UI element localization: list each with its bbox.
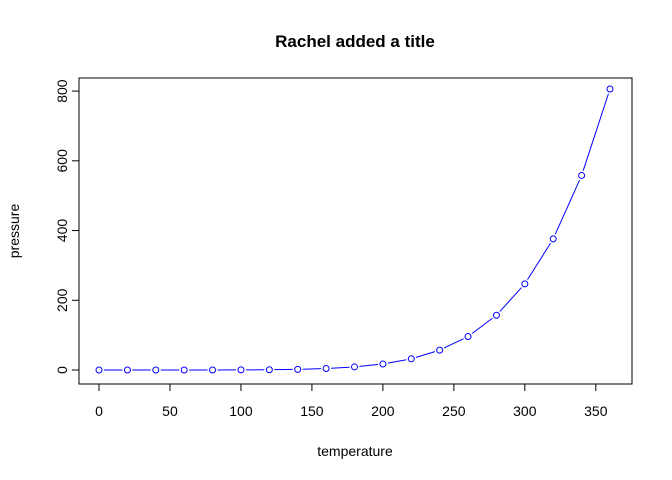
series-line-segment xyxy=(359,363,378,367)
series-line-segment xyxy=(387,359,407,364)
x-axis: 0 50 100 150 200 250 300 350 xyxy=(95,383,608,419)
data-point xyxy=(265,366,273,374)
data-point xyxy=(294,365,302,373)
y-tick-label: 400 xyxy=(54,219,70,243)
x-tick-label: 150 xyxy=(300,403,324,419)
data-point xyxy=(578,171,586,179)
data-point xyxy=(379,360,387,368)
series-line-segment xyxy=(527,242,551,280)
series-line-segment xyxy=(499,287,522,312)
series-line-segment xyxy=(302,368,322,370)
x-tick-label: 100 xyxy=(229,403,253,419)
series-group xyxy=(95,85,614,374)
series-line-segment xyxy=(443,338,464,349)
x-tick-label: 300 xyxy=(513,403,537,419)
data-point xyxy=(351,363,358,371)
data-point xyxy=(407,355,415,363)
x-tick-label: 350 xyxy=(584,403,608,419)
y-tick-label: 800 xyxy=(54,79,70,103)
x-tick-label: 50 xyxy=(162,403,178,419)
data-point xyxy=(521,280,529,288)
data-point xyxy=(152,366,160,374)
x-axis-label: temperature xyxy=(317,443,393,459)
data-point xyxy=(549,235,557,243)
y-axis: 0 200 400 600 800 xyxy=(54,79,80,374)
data-point xyxy=(95,366,103,374)
series-line-segment xyxy=(554,179,581,235)
data-point xyxy=(464,333,472,341)
series-line-segment xyxy=(331,366,350,369)
series-line-segment xyxy=(415,351,436,358)
plot-frame xyxy=(78,77,633,385)
chart-title: Rachel added a title xyxy=(275,32,435,51)
series-line-segment xyxy=(582,93,609,171)
data-point xyxy=(436,346,444,354)
data-point xyxy=(237,366,245,374)
x-tick-label: 250 xyxy=(442,403,466,419)
y-tick-label: 600 xyxy=(54,149,70,173)
y-tick-label: 0 xyxy=(54,366,70,374)
y-axis-label: pressure xyxy=(6,204,22,259)
x-tick-label: 0 xyxy=(95,403,103,419)
series-line-segment xyxy=(471,317,493,334)
data-point xyxy=(606,85,614,93)
data-point xyxy=(123,366,131,374)
y-tick-label: 200 xyxy=(54,288,70,312)
data-point xyxy=(322,365,330,373)
data-point xyxy=(492,311,500,319)
data-point xyxy=(209,366,217,374)
data-point xyxy=(180,366,188,374)
x-tick-label: 200 xyxy=(371,403,395,419)
